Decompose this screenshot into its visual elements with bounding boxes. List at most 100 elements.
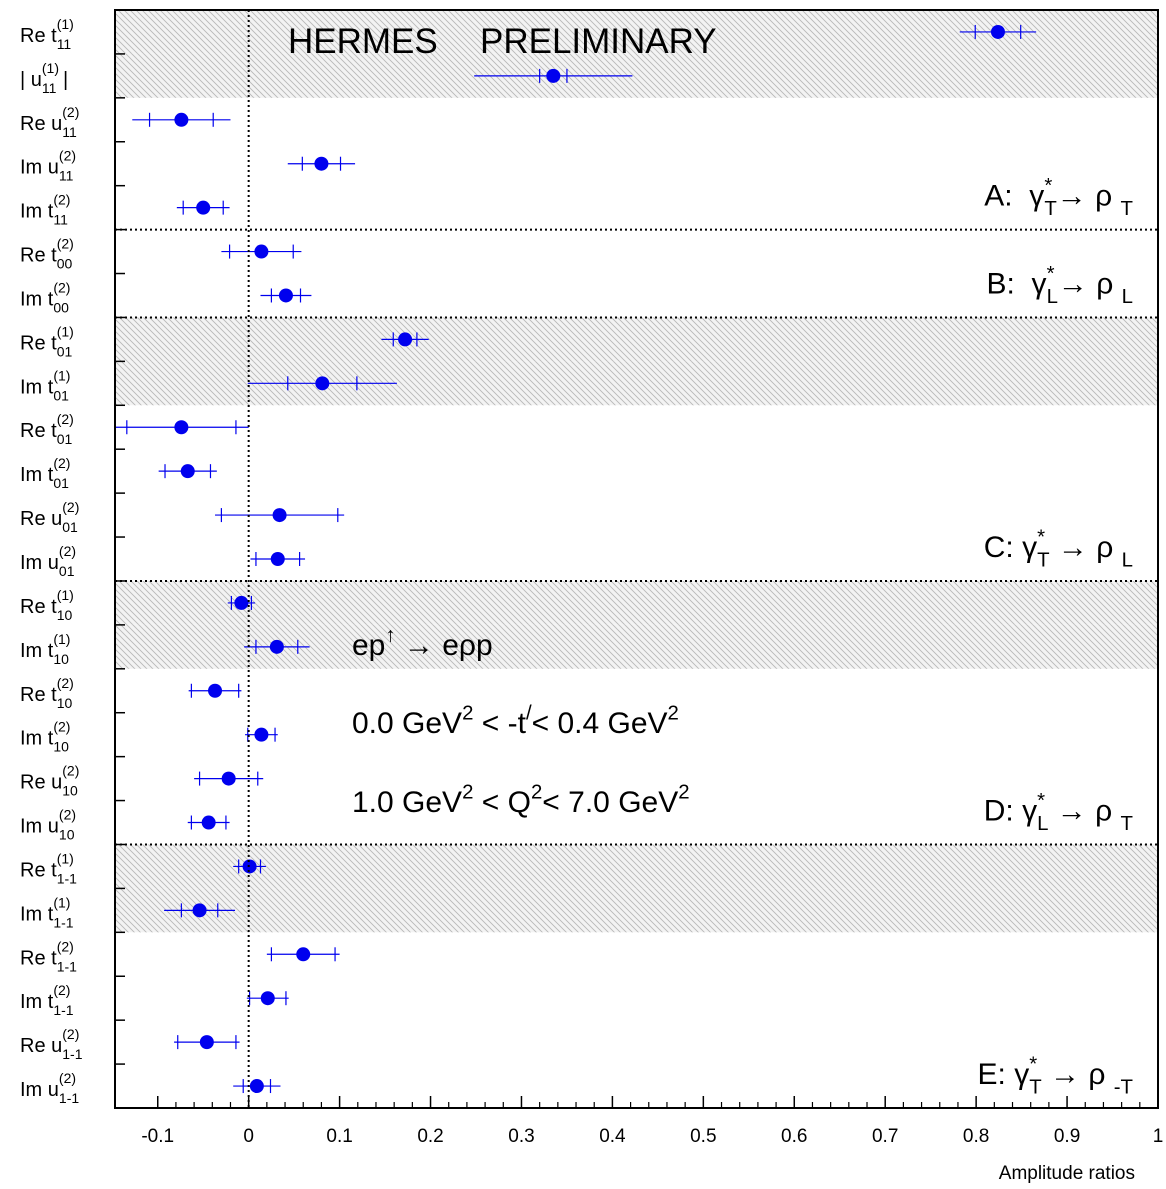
x-tick-label: 0.4 bbox=[599, 1126, 626, 1147]
text-part: C: γ bbox=[984, 531, 1037, 564]
data-point bbox=[314, 156, 329, 171]
row-label: Im t(2) 1-1 bbox=[20, 982, 74, 1018]
row-label-name: Re t bbox=[20, 947, 57, 969]
row-label-sub: 1-1 bbox=[53, 1002, 73, 1018]
section-label: D: γ* L → ρ T bbox=[984, 790, 1133, 835]
row-label-suffix: | bbox=[63, 69, 68, 91]
data-point bbox=[269, 639, 284, 654]
text-part: 2 bbox=[678, 782, 689, 804]
x-tick-label: 0.9 bbox=[1054, 1126, 1080, 1147]
text-part: L bbox=[1122, 550, 1133, 572]
section-label: A: γ* T→ ρ T bbox=[984, 175, 1133, 220]
text-part: * bbox=[1037, 527, 1045, 549]
text-part: T bbox=[1121, 813, 1133, 835]
data-point bbox=[221, 771, 236, 786]
x-tick-label: 0.5 bbox=[690, 1126, 716, 1147]
row-label-sup: (2) bbox=[53, 279, 70, 295]
text-part: L bbox=[1122, 286, 1133, 308]
row-label-sub: 01 bbox=[57, 431, 73, 447]
row-label-name: Re t bbox=[20, 332, 57, 354]
data-point bbox=[398, 332, 413, 347]
text-part: T bbox=[1044, 198, 1056, 220]
row-label-sup: (1) bbox=[42, 60, 59, 76]
row-label-name: Im u bbox=[20, 157, 59, 179]
text-part: B: γ bbox=[987, 267, 1047, 300]
row-label-sup: (2) bbox=[62, 104, 79, 120]
row-label: Re t(1) 11 bbox=[20, 16, 74, 52]
row-label-sub: 1-1 bbox=[53, 914, 73, 930]
row-label: Im t(1) 10 bbox=[20, 631, 70, 667]
row-label-sup: (1) bbox=[57, 587, 74, 603]
text-part: → ρ bbox=[1057, 180, 1121, 213]
text-part: * bbox=[1047, 263, 1055, 285]
data-point bbox=[270, 552, 285, 566]
row-label-name: Re t bbox=[20, 25, 57, 47]
text-part: < -t bbox=[473, 707, 526, 740]
row-label-sub: 10 bbox=[59, 827, 75, 843]
data-point bbox=[174, 420, 189, 435]
row-label-sub: 1-1 bbox=[57, 870, 77, 886]
row-label-sup: (1) bbox=[53, 367, 70, 383]
row-label: Im t(2) 10 bbox=[20, 719, 70, 755]
x-tick-label: 1 bbox=[1153, 1126, 1164, 1147]
row-label-name: Re u bbox=[20, 1035, 62, 1057]
text-part: T bbox=[1121, 198, 1133, 220]
row-label-sub: 10 bbox=[57, 607, 73, 623]
text-part: A: γ bbox=[984, 180, 1044, 213]
row-label: Im u(2) 10 bbox=[20, 807, 76, 843]
data-point bbox=[254, 244, 269, 259]
row-label-sub: 00 bbox=[57, 256, 73, 272]
x-tick-label: 0 bbox=[243, 1126, 254, 1147]
shaded-band bbox=[115, 317, 1158, 362]
row-label-name: Re t bbox=[20, 596, 57, 618]
x-tick-label: 0.1 bbox=[326, 1126, 352, 1147]
row-label-name: Re u bbox=[20, 508, 62, 530]
row-label-sub: 01 bbox=[57, 343, 73, 359]
text-part: 1.0 GeV bbox=[352, 786, 462, 819]
x-tick-label: -0.1 bbox=[141, 1126, 174, 1147]
row-label-sub: 01 bbox=[53, 387, 69, 403]
row-label-name: Re u bbox=[20, 113, 62, 135]
row-label-sup: (2) bbox=[53, 982, 70, 998]
row-label-sub: 10 bbox=[57, 695, 73, 711]
shaded-band bbox=[115, 580, 1158, 625]
x-tick-label: 0.8 bbox=[963, 1126, 989, 1147]
row-label-sup: (2) bbox=[59, 807, 76, 823]
row-label-sub: 10 bbox=[53, 651, 69, 667]
x-tick-label: 0.2 bbox=[417, 1126, 443, 1147]
data-point bbox=[272, 508, 287, 523]
row-label-name: Re t bbox=[20, 684, 57, 706]
row-label-name: Im t bbox=[20, 376, 54, 398]
x-tick-label: 0.7 bbox=[872, 1126, 898, 1147]
shaded-band bbox=[115, 53, 1158, 98]
data-point bbox=[260, 991, 275, 1006]
text-part: 2 bbox=[668, 703, 679, 725]
row-label: Re t(1) 01 bbox=[20, 323, 74, 359]
row-label: Im t(2) 01 bbox=[20, 455, 70, 491]
row-label: Re t(2) 01 bbox=[20, 411, 74, 447]
plot-frame bbox=[114, 9, 1159, 1109]
data-point bbox=[249, 1079, 264, 1094]
row-label: Im t(1) 1-1 bbox=[20, 894, 74, 930]
text-part: E: γ bbox=[978, 1058, 1030, 1091]
row-label-name: Im u bbox=[20, 816, 59, 838]
row-label-name: Re t bbox=[20, 245, 57, 267]
row-label-sup: (1) bbox=[57, 850, 74, 866]
text-part: ↑ bbox=[385, 625, 395, 647]
row-label-sup: (2) bbox=[59, 1070, 76, 1086]
row-label-sup: (1) bbox=[57, 323, 74, 339]
row-label-sub: 11 bbox=[62, 124, 77, 140]
row-label: Re t(1) 10 bbox=[20, 587, 74, 623]
text-part: 2 bbox=[462, 782, 473, 804]
row-label-sup: (1) bbox=[53, 631, 70, 647]
row-label-sub: 11 bbox=[53, 212, 68, 228]
section-label: E: γ* T → ρ -T bbox=[978, 1054, 1133, 1099]
preliminary-stamp: PRELIMINARY bbox=[480, 22, 717, 61]
annotation: 1.0 GeV2 < Q2< 7.0 GeV2 bbox=[352, 782, 690, 820]
x-axis-label: Amplitude ratios bbox=[999, 1163, 1135, 1184]
data-point bbox=[199, 1035, 214, 1050]
data-point bbox=[296, 947, 311, 962]
row-label-sup: (2) bbox=[57, 938, 74, 954]
text-part: * bbox=[1037, 790, 1045, 812]
text-part: → ρ bbox=[1042, 1058, 1114, 1091]
